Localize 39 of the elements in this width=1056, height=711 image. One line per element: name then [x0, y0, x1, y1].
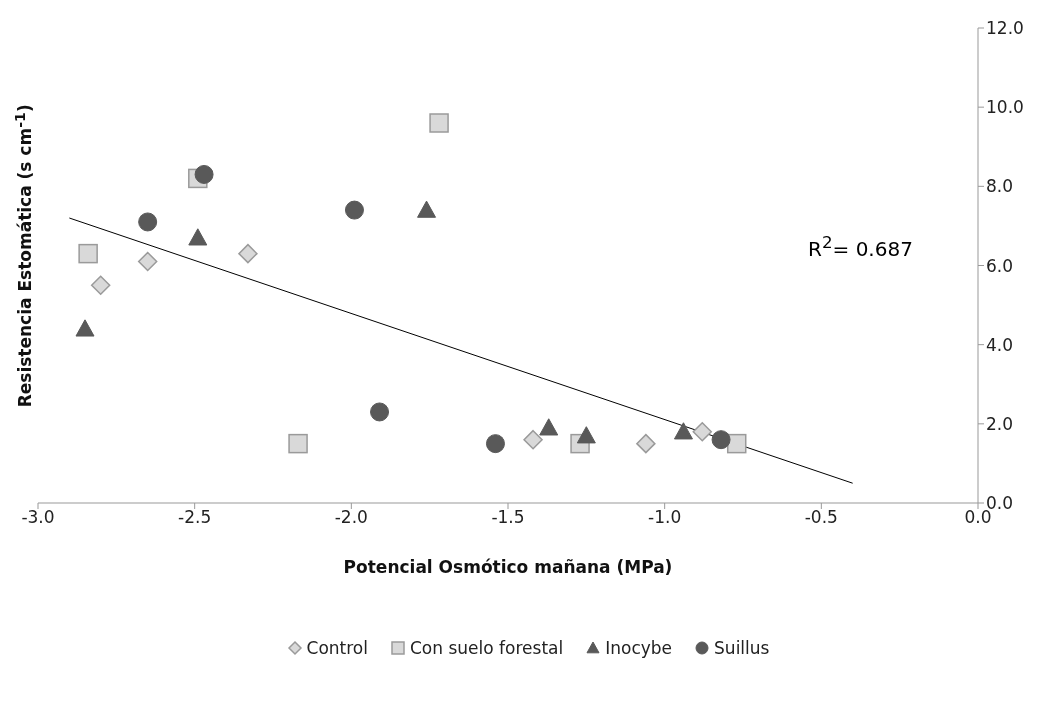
- point: [673, 422, 693, 440]
- annotation: R$^{2}$= 0.687: [808, 233, 913, 261]
- point: [636, 433, 656, 454]
- x-tick-label: -3.0: [21, 507, 55, 528]
- point: [188, 228, 208, 246]
- legend-label: Inocybe: [605, 638, 673, 658]
- point: [692, 422, 713, 442]
- point: [238, 243, 258, 264]
- y-tick-label: 4.0: [986, 334, 1014, 355]
- legend-label: Control: [306, 638, 368, 658]
- point: [78, 243, 98, 264]
- point: [288, 433, 308, 454]
- point: [138, 212, 158, 232]
- y-tick-label: 6.0: [986, 255, 1014, 276]
- y-tick-label: 12.0: [986, 18, 1024, 39]
- point: [417, 200, 437, 218]
- point: [576, 426, 596, 444]
- x-tick-label: -1.0: [648, 507, 682, 528]
- y-tick-label: 10.0: [986, 97, 1024, 118]
- y-tick-label: 8.0: [986, 176, 1014, 197]
- point: [90, 275, 111, 296]
- point: [539, 418, 559, 436]
- point: [75, 319, 95, 337]
- legend-label: Suillus: [714, 638, 770, 658]
- point: [523, 429, 543, 450]
- point: [194, 164, 214, 184]
- x-tick-label: -2.5: [178, 507, 212, 528]
- legend-label: Con suelo forestal: [410, 638, 564, 658]
- x-tick-label: -0.5: [804, 507, 838, 528]
- point: [370, 402, 390, 422]
- point: [711, 430, 731, 450]
- x-tick-label: -1.5: [491, 507, 525, 528]
- point: [344, 200, 364, 220]
- point: [137, 251, 158, 272]
- x-tick-label: -2.0: [334, 507, 368, 528]
- x-axis-title: Potencial Osmótico mañana (MPa): [343, 557, 673, 577]
- point: [485, 434, 505, 454]
- point: [429, 113, 449, 133]
- y-tick-label: 2.0: [986, 413, 1014, 434]
